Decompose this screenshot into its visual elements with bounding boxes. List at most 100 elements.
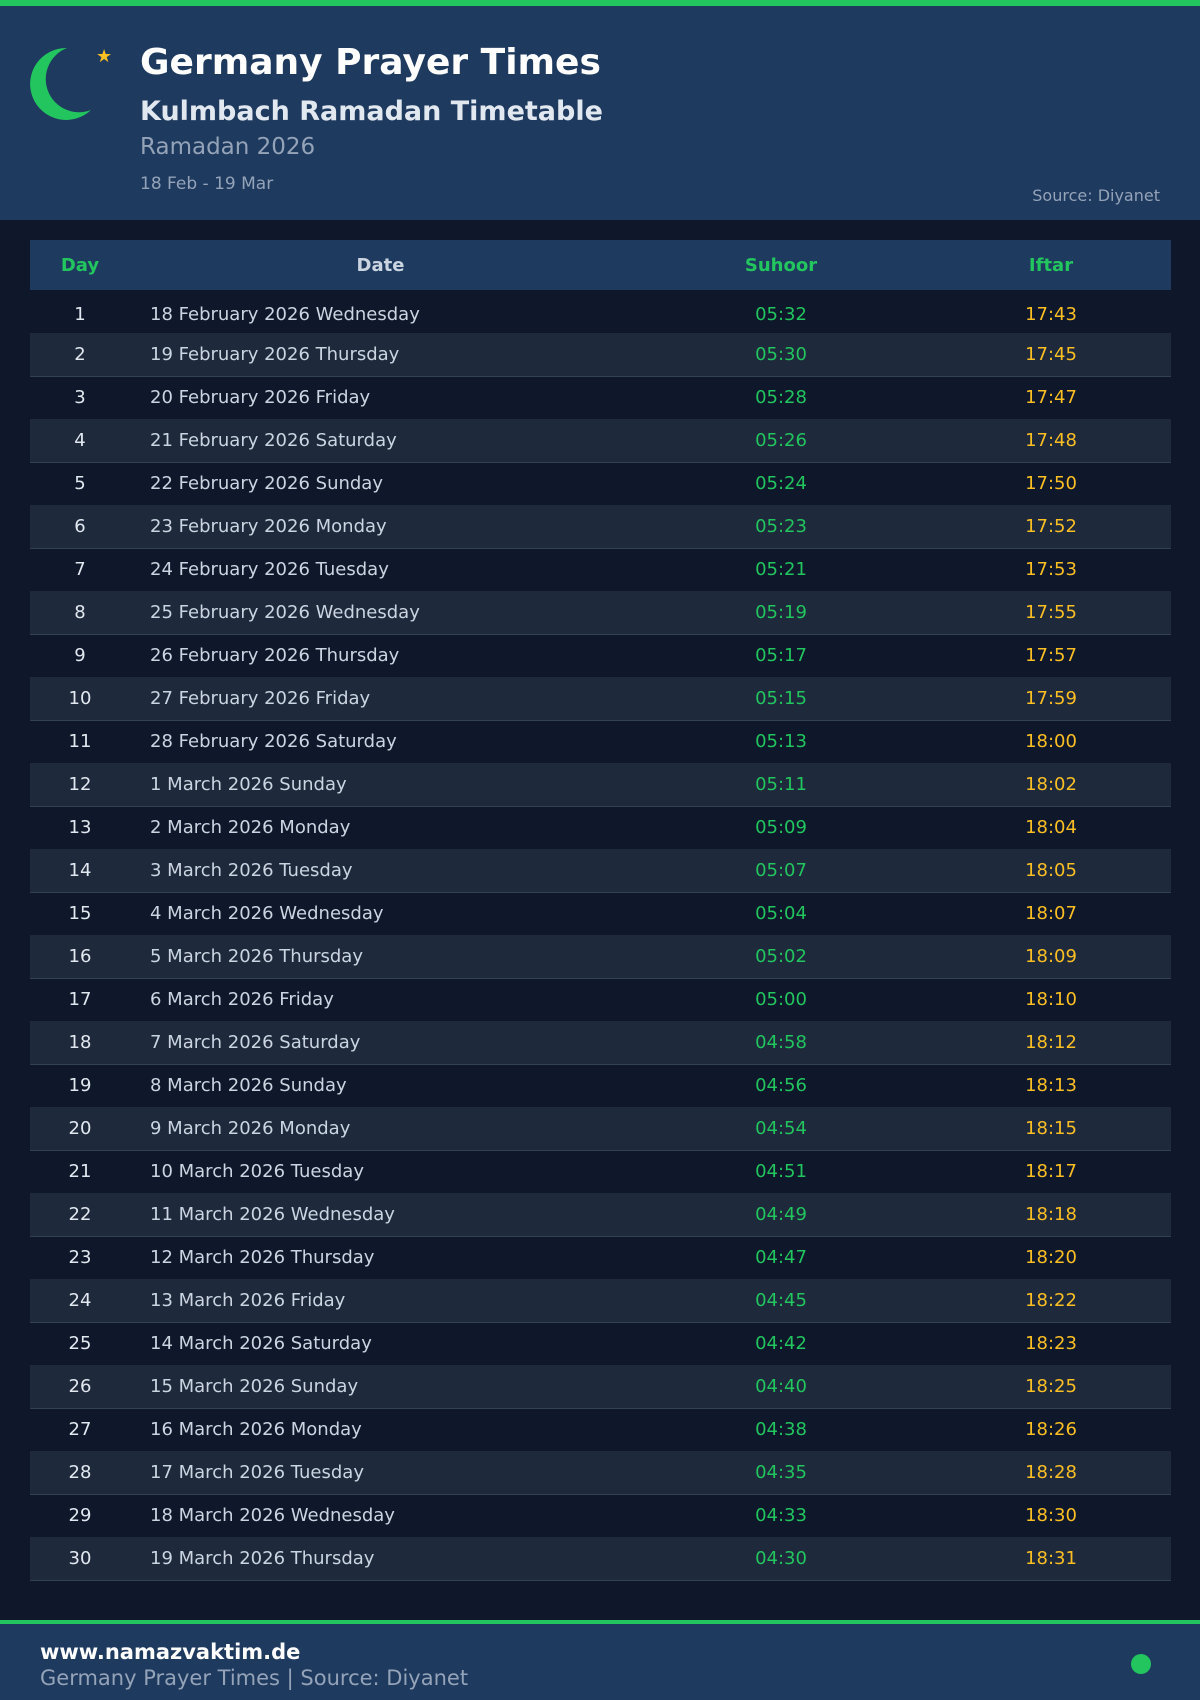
cell-date: 25 February 2026 Wednesday [150,601,420,623]
cell-date: 2 March 2026 Monday [150,817,351,839]
cell-day: 19 [68,1075,92,1097]
cell-date: 12 March 2026 Thursday [150,1247,375,1269]
cell-iftar: 17:59 [1025,687,1077,709]
cell-suhoor: 05:13 [755,731,807,753]
footer-site-link[interactable]: www.namazvaktim.de [40,1640,301,1664]
cell-day: 17 [68,989,92,1011]
cell-date: 17 March 2026 Tuesday [150,1461,364,1483]
cell-suhoor: 05:19 [755,601,807,623]
cell-day: 4 [74,429,86,451]
cell-suhoor: 05:21 [755,559,807,581]
cell-iftar: 17:57 [1025,645,1077,667]
cell-iftar: 17:53 [1025,559,1077,581]
table-row: 26 15 March 2026 Sunday 04:40 18:25 [30,1365,1171,1408]
cell-iftar: 18:17 [1025,1161,1077,1183]
cell-day: 21 [68,1161,92,1183]
cell-iftar: 18:04 [1025,817,1077,839]
cell-iftar: 18:12 [1025,1031,1077,1053]
cell-date: 28 February 2026 Saturday [150,731,397,753]
cell-iftar: 18:23 [1025,1333,1077,1355]
cell-date: 18 March 2026 Wednesday [150,1505,395,1527]
cell-date: 22 February 2026 Sunday [150,473,383,495]
cell-day: 1 [74,304,86,325]
cell-date: 8 March 2026 Sunday [150,1075,347,1097]
table-row: 18 7 March 2026 Saturday 04:58 18:12 [30,1021,1171,1064]
table-row: 17 6 March 2026 Friday 05:00 18:10 [30,978,1171,1021]
cell-suhoor: 05:26 [755,429,807,451]
cell-day: 10 [68,687,92,709]
table-row: 15 4 March 2026 Wednesday 05:04 18:07 [30,892,1171,935]
cell-date: 27 February 2026 Friday [150,687,371,709]
cell-iftar: 18:30 [1025,1505,1077,1527]
cell-day: 3 [74,387,86,409]
cell-iftar: 17:50 [1025,473,1077,495]
table-row: 21 10 March 2026 Tuesday 04:51 18:17 [30,1150,1171,1193]
table-row: 23 12 March 2026 Thursday 04:47 18:20 [30,1236,1171,1279]
cell-iftar: 18:15 [1025,1117,1077,1139]
table-row: 8 25 February 2026 Wednesday 05:19 17:55 [30,591,1171,634]
top-accent-bar [0,0,1200,6]
cell-date: 20 February 2026 Friday [150,387,371,409]
cell-suhoor: 04:40 [755,1375,807,1397]
timetable: Day Date Suhoor Iftar 1 18 February 2026 … [30,240,1171,1581]
table-row: 2 19 February 2026 Thursday 05:30 17:45 [30,333,1171,376]
table-row: 14 3 March 2026 Tuesday 05:07 18:05 [30,849,1171,892]
table-row: 16 5 March 2026 Thursday 05:02 18:09 [30,935,1171,978]
footer: www.namazvaktim.de Germany Prayer Times … [0,1620,1200,1700]
cell-iftar: 18:09 [1025,945,1077,967]
table-row: 28 17 March 2026 Tuesday 04:35 18:28 [30,1451,1171,1494]
table-row: 24 13 March 2026 Friday 04:45 18:22 [30,1279,1171,1322]
cell-suhoor: 04:45 [755,1289,807,1311]
cell-suhoor: 05:28 [755,387,807,409]
table-row: 10 27 February 2026 Friday 05:15 17:59 [30,677,1171,720]
cell-suhoor: 04:42 [755,1333,807,1355]
table-row: 13 2 March 2026 Monday 05:09 18:04 [30,806,1171,849]
table-row: 6 23 February 2026 Monday 05:23 17:52 [30,505,1171,548]
cell-date: 14 March 2026 Saturday [150,1333,372,1355]
column-header-day: Day [30,240,130,290]
table-row: 19 8 March 2026 Sunday 04:56 18:13 [30,1064,1171,1107]
cell-suhoor: 05:00 [755,989,807,1011]
table-row: 12 1 March 2026 Sunday 05:11 18:02 [30,763,1171,806]
cell-suhoor: 04:30 [755,1547,807,1569]
cell-day: 20 [68,1117,92,1139]
cell-suhoor: 04:35 [755,1461,807,1483]
cell-date: 16 March 2026 Monday [150,1419,362,1441]
source-label: Source: Diyanet [1032,186,1160,205]
cell-suhoor: 04:47 [755,1247,807,1269]
page-subtitle: Kulmbach Ramadan Timetable [140,96,603,127]
table-row: 20 9 March 2026 Monday 04:54 18:15 [30,1107,1171,1150]
cell-day: 27 [68,1419,92,1441]
table-row: 7 24 February 2026 Tuesday 05:21 17:53 [30,548,1171,591]
cell-date: 19 March 2026 Thursday [150,1547,375,1569]
cell-suhoor: 05:24 [755,473,807,495]
column-header-suhoor: Suhoor [631,240,931,290]
cell-day: 9 [74,645,86,667]
cell-day: 25 [68,1333,92,1355]
cell-suhoor: 05:07 [755,859,807,881]
cell-iftar: 18:18 [1025,1203,1077,1225]
cell-date: 15 March 2026 Sunday [150,1375,359,1397]
table-row: 22 11 March 2026 Wednesday 04:49 18:18 [30,1193,1171,1236]
cell-date: 18 February 2026 Wednesday [150,304,420,325]
cell-iftar: 18:05 [1025,859,1077,881]
cell-iftar: 18:25 [1025,1375,1077,1397]
cell-day: 24 [68,1289,92,1311]
cell-iftar: 17:55 [1025,601,1077,623]
cell-day: 18 [68,1031,92,1053]
column-header-date: Date [130,240,631,290]
cell-iftar: 17:45 [1025,343,1077,365]
cell-date: 7 March 2026 Saturday [150,1031,361,1053]
cell-day: 30 [68,1547,92,1569]
cell-suhoor: 05:15 [755,687,807,709]
cell-iftar: 17:47 [1025,387,1077,409]
cell-day: 14 [68,859,92,881]
cell-suhoor: 04:58 [755,1031,807,1053]
cell-day: 11 [68,731,92,753]
status-dot-icon [1131,1654,1151,1674]
table-row: 11 28 February 2026 Saturday 05:13 18:00 [30,720,1171,763]
cell-day: 29 [68,1505,92,1527]
cell-day: 5 [74,473,86,495]
table-row: 25 14 March 2026 Saturday 04:42 18:23 [30,1322,1171,1365]
footer-text: Germany Prayer Times | Source: Diyanet [40,1666,469,1690]
